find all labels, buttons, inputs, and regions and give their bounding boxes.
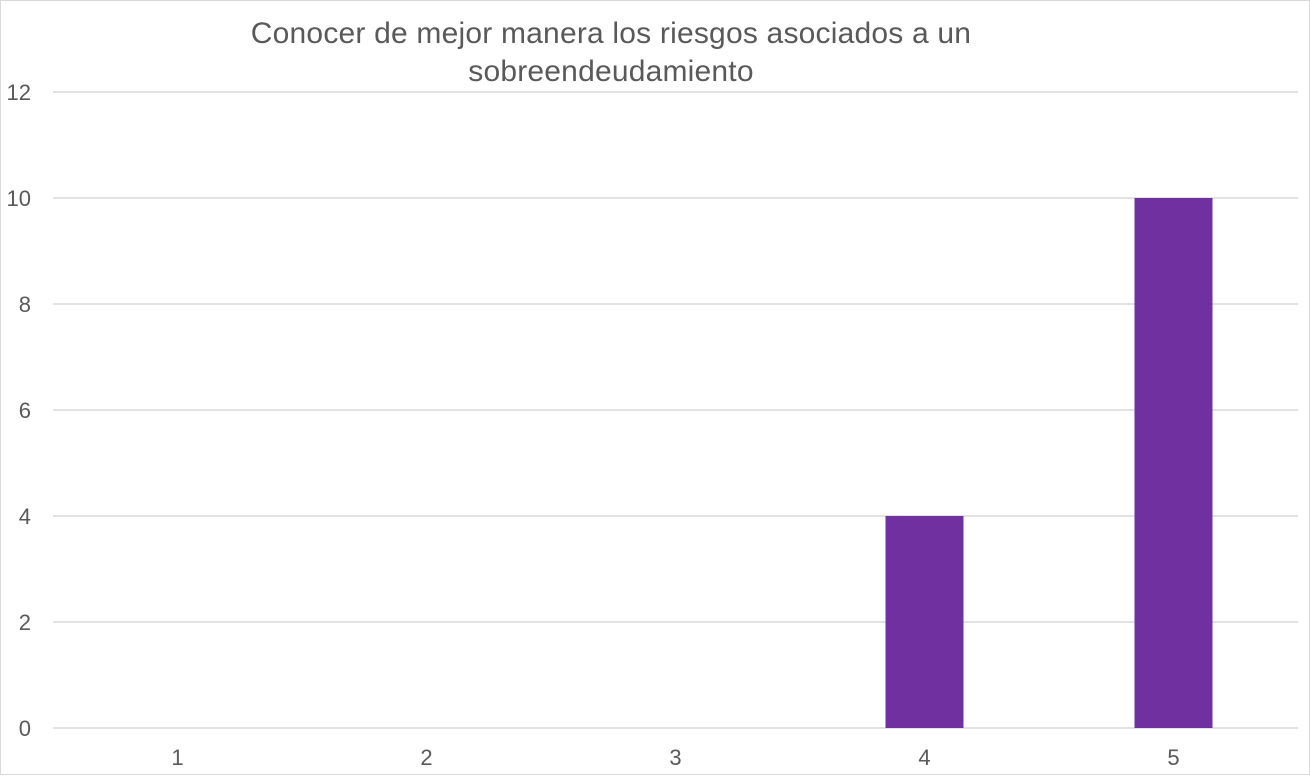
- y-tick-label: 4: [19, 504, 31, 529]
- chart-title: Conocer de mejor manera los riesgos asoc…: [250, 17, 972, 88]
- x-tick-label: 2: [420, 745, 432, 770]
- y-tick-label: 12: [7, 80, 31, 105]
- x-tick-label: 1: [171, 745, 183, 770]
- y-tick-label: 0: [19, 716, 31, 741]
- x-axis-tick-labels: 1 2 3 4 5: [171, 745, 1179, 770]
- gridlines: [53, 91, 1298, 729]
- y-tick-label: 10: [7, 186, 31, 211]
- x-tick-label: 5: [1167, 745, 1179, 770]
- x-tick-label: 4: [918, 745, 930, 770]
- y-tick-label: 2: [19, 610, 31, 635]
- y-tick-label: 8: [19, 292, 31, 317]
- y-axis-tick-labels: 0 2 4 6 8 10 12: [7, 80, 31, 741]
- bar-4: [885, 516, 964, 728]
- x-tick-label: 3: [669, 745, 681, 770]
- bar-5: [1134, 198, 1213, 728]
- y-tick-label: 6: [19, 398, 31, 423]
- bars: [885, 198, 1213, 728]
